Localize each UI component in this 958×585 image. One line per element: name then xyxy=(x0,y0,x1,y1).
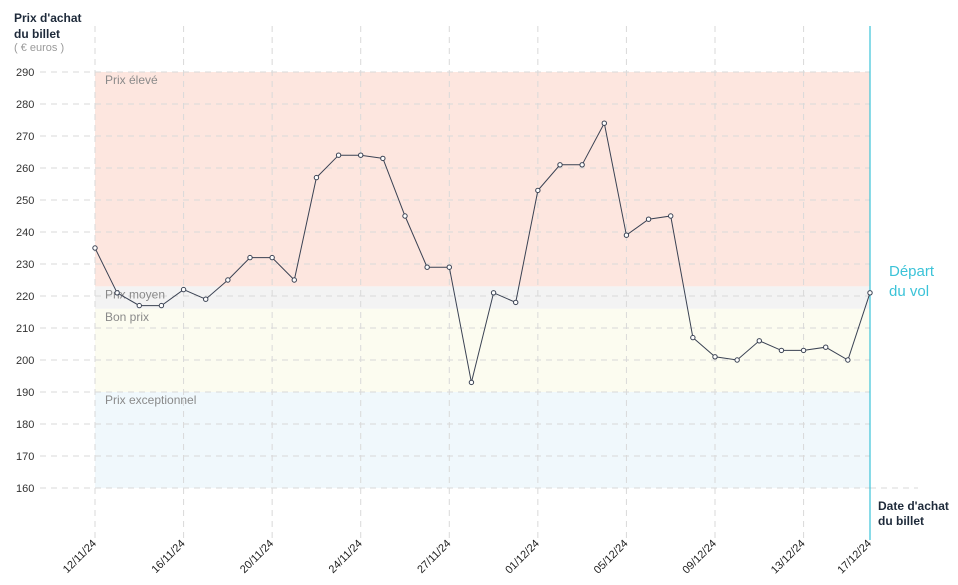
price-point xyxy=(291,277,297,283)
x-axis-ticks: 12/11/24 16/11/24 20/11/24 24/11/24 27/11/24… xyxy=(61,538,874,577)
x-tick-label: 13/12/24 xyxy=(769,538,808,577)
price-point xyxy=(225,277,231,283)
y-axis-ticks: 160 170 180 190 200 210 220 230 240 250 260 270 280 2… xyxy=(16,67,34,495)
price-point xyxy=(335,152,342,158)
y-axis-title-line-2: du billet xyxy=(14,27,60,41)
price-point xyxy=(180,286,187,293)
y-tick-label: 270 xyxy=(16,131,34,143)
y-tick-label: 200 xyxy=(16,355,34,367)
x-tick-label: 12/11/24 xyxy=(61,538,99,576)
y-tick-label: 190 xyxy=(16,387,34,399)
price-point xyxy=(845,357,851,363)
price-point xyxy=(800,347,807,354)
price-point xyxy=(358,152,364,158)
x-axis-title-line-2: du billet xyxy=(878,514,924,528)
price-point xyxy=(269,254,275,261)
y-axis-title-line-1: Prix d'achat xyxy=(14,11,82,25)
price-point xyxy=(446,264,452,270)
price-bands xyxy=(95,72,870,488)
x-tick-label: 20/11/24 xyxy=(238,538,276,576)
gridlines xyxy=(40,26,918,540)
price-point xyxy=(424,264,430,270)
price-point xyxy=(513,299,519,306)
price-point xyxy=(535,187,541,194)
x-tick-label: 09/12/24 xyxy=(680,538,719,577)
x-tick-label: 24/11/24 xyxy=(327,538,365,576)
x-tick-label: 05/12/24 xyxy=(592,538,631,577)
price-band-labels: Prix élevé Prix moyen Bon prix Prix excepti… xyxy=(105,73,196,407)
y-tick-label: 250 xyxy=(16,195,34,207)
y-tick-label: 160 xyxy=(16,483,34,495)
departure-label-line-2: du vol xyxy=(889,283,929,300)
price-point xyxy=(114,290,120,296)
price-band-3 xyxy=(95,392,870,488)
price-point xyxy=(313,174,320,181)
y-tick-label: 260 xyxy=(16,163,34,175)
price-point xyxy=(623,232,630,238)
y-tick-label: 290 xyxy=(16,67,34,79)
price-point xyxy=(136,302,142,309)
price-point xyxy=(734,357,740,363)
price-band-1 xyxy=(95,286,870,309)
departure-label: Départ du vol xyxy=(889,263,938,300)
price-band-label-0: Prix élevé xyxy=(105,73,158,87)
y-tick-label: 230 xyxy=(16,259,34,271)
y-axis-unit: ( € euros ) xyxy=(14,42,64,54)
price-point xyxy=(690,334,696,341)
y-tick-label: 280 xyxy=(16,99,34,111)
x-tick-label: 16/11/24 xyxy=(149,538,187,576)
y-tick-label: 210 xyxy=(16,323,34,335)
departure-label-line-1: Départ xyxy=(889,263,935,280)
price-point xyxy=(756,338,762,344)
price-band-0 xyxy=(95,72,870,287)
price-point xyxy=(203,296,209,302)
y-axis-title: Prix d'achat du billet xyxy=(14,11,85,41)
x-tick-label: 27/11/24 xyxy=(415,538,453,576)
price-point xyxy=(867,290,873,296)
x-axis-title-line-1: Date d'achat xyxy=(878,499,949,513)
x-tick-label: 17/12/24 xyxy=(835,538,874,577)
price-point xyxy=(158,302,165,309)
x-axis-title: Date d'achat du billet xyxy=(878,499,952,528)
price-band-2 xyxy=(95,308,870,392)
price-point xyxy=(778,347,785,354)
price-series xyxy=(92,120,873,386)
price-point xyxy=(92,245,98,251)
price-point xyxy=(601,120,607,126)
price-point xyxy=(380,155,386,162)
y-tick-label: 220 xyxy=(16,291,34,303)
x-tick-label: 01/12/24 xyxy=(503,538,542,577)
price-band-label-3: Prix exceptionnel xyxy=(105,393,196,407)
price-point xyxy=(402,213,408,219)
price-point xyxy=(823,344,829,350)
price-band-label-2: Bon prix xyxy=(105,310,149,324)
y-tick-label: 180 xyxy=(16,419,34,431)
price-point xyxy=(645,216,652,222)
price-point xyxy=(668,213,674,219)
price-band-label-1: Prix moyen xyxy=(105,287,165,301)
price-point xyxy=(247,254,253,261)
price-point xyxy=(468,379,475,386)
price-point xyxy=(579,162,585,168)
price-point xyxy=(712,354,718,360)
y-tick-label: 170 xyxy=(16,451,34,463)
y-tick-label: 240 xyxy=(16,227,34,239)
price-line xyxy=(94,121,871,383)
price-point xyxy=(557,162,563,168)
price-point xyxy=(490,290,497,296)
